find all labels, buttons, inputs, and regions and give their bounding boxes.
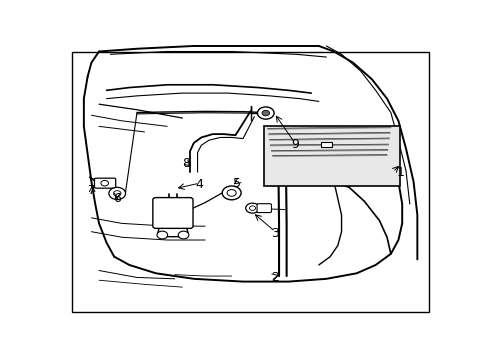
Circle shape bbox=[178, 231, 188, 239]
Bar bbox=[264, 126, 400, 186]
Text: 4: 4 bbox=[195, 178, 203, 191]
FancyBboxPatch shape bbox=[153, 198, 193, 228]
Circle shape bbox=[257, 107, 274, 119]
Text: 2: 2 bbox=[271, 271, 279, 284]
Circle shape bbox=[222, 186, 241, 200]
FancyBboxPatch shape bbox=[94, 178, 116, 188]
Text: 5: 5 bbox=[233, 177, 241, 190]
Circle shape bbox=[262, 110, 269, 116]
Text: 1: 1 bbox=[396, 166, 404, 179]
FancyBboxPatch shape bbox=[257, 204, 271, 212]
Bar bbox=[320, 142, 331, 147]
Text: 8: 8 bbox=[182, 157, 190, 170]
Text: 3: 3 bbox=[271, 226, 279, 240]
Circle shape bbox=[109, 187, 125, 199]
Text: 9: 9 bbox=[291, 138, 299, 151]
Circle shape bbox=[245, 203, 259, 213]
Circle shape bbox=[157, 231, 167, 239]
Text: 7: 7 bbox=[88, 184, 96, 197]
Text: 6: 6 bbox=[113, 192, 121, 205]
